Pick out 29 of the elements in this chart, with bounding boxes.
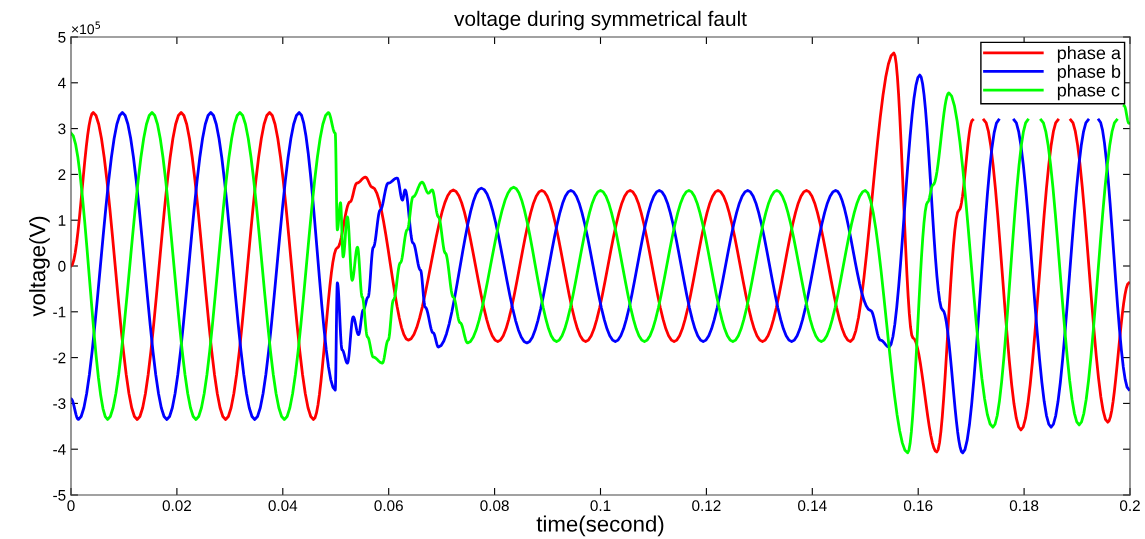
y-tick-label: -5	[53, 490, 66, 501]
chart-title: voltage during symmetrical fault	[454, 10, 747, 31]
x-tick-label: 0.16	[903, 500, 933, 512]
y-tick-label: 1	[58, 215, 66, 226]
y-tick-label: 2	[58, 169, 66, 180]
y-tick-label: 0	[58, 260, 66, 272]
x-tick-label: 0.06	[374, 500, 403, 512]
y-tick-label: -4	[53, 444, 66, 455]
x-tick-label: 0.12	[692, 500, 721, 512]
y-tick-label: -1	[53, 306, 66, 318]
x-tick-label: 0.1	[590, 500, 611, 512]
x-axis-title: time(second)	[536, 515, 664, 537]
legend-label: phase c	[1057, 83, 1120, 101]
y-tick-label: -2	[53, 352, 66, 364]
x-tick-label: 0.2	[1119, 500, 1140, 512]
y-tick-label: 5	[58, 32, 66, 43]
x-tick-label: 0.14	[798, 500, 827, 512]
y-axis-title: voltage(V)	[29, 216, 50, 317]
x-tick-label: 0.02	[162, 500, 191, 512]
legend-label: phase a	[1057, 46, 1121, 63]
x-tick-label: 0.18	[1009, 500, 1039, 512]
y-tick-label: -3	[53, 398, 66, 410]
text: ×10$^{5}$	[71, 21, 101, 35]
legend-label: phase b	[1057, 64, 1121, 82]
y-tick-label: 3	[58, 123, 66, 135]
x-tick-label: 0.08	[480, 500, 509, 512]
x-tick-label: 0	[67, 500, 75, 512]
x-tick-label: 0.04	[268, 500, 298, 512]
y-tick-label: 4	[57, 77, 66, 89]
